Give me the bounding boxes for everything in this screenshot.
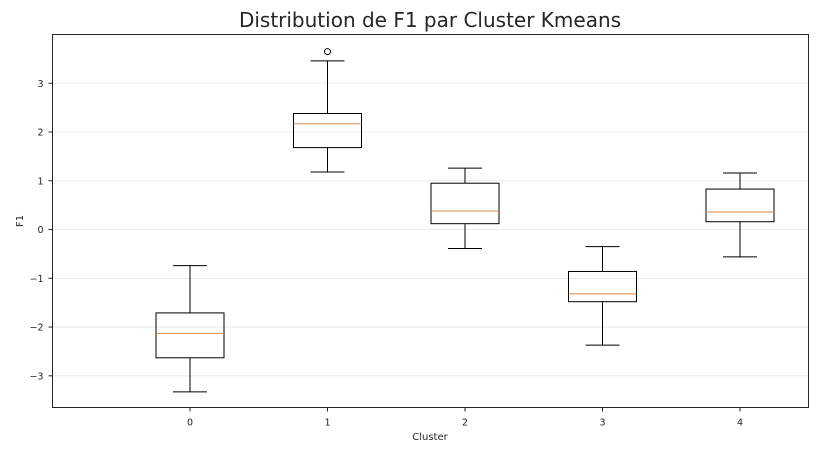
x-tick-label: 3	[599, 418, 605, 429]
iqr-box	[293, 112, 362, 149]
y-tick-label: 1	[37, 176, 43, 187]
x-tick-label: 4	[737, 418, 743, 429]
iqr-box	[705, 188, 775, 223]
y-tick-label: 0	[37, 225, 43, 236]
x-axis-ticks: 0 1 2 3 4	[187, 407, 743, 429]
box-cluster-4	[705, 172, 775, 258]
y-tick-label: 3	[37, 79, 43, 90]
y-tick-label: −1	[29, 274, 43, 285]
box-cluster-2	[430, 167, 500, 250]
y-tick-label: −2	[29, 323, 43, 334]
outlier-point	[324, 48, 331, 56]
plot-frame	[52, 34, 809, 408]
box-cluster-0	[155, 265, 225, 393]
box-cluster-3	[568, 246, 637, 346]
x-tick-label: 0	[187, 418, 193, 429]
boxes	[155, 48, 775, 393]
x-tick-label: 1	[324, 418, 330, 429]
iqr-box	[430, 182, 500, 225]
y-tick-label: −3	[29, 371, 43, 382]
box-cluster-1	[293, 48, 362, 173]
iqr-box	[568, 270, 637, 303]
y-axis-ticks: −3 −2 −1 0 1 2 3	[29, 79, 53, 382]
y-axis-label: F1	[15, 215, 26, 227]
x-tick-label: 2	[462, 418, 468, 429]
iqr-box	[155, 312, 225, 359]
chart-title: Distribution de F1 par Cluster Kmeans	[239, 8, 621, 32]
y-tick-label: 2	[37, 128, 43, 139]
grid-lines	[52, 82, 809, 377]
x-axis-label: Cluster	[412, 432, 448, 443]
